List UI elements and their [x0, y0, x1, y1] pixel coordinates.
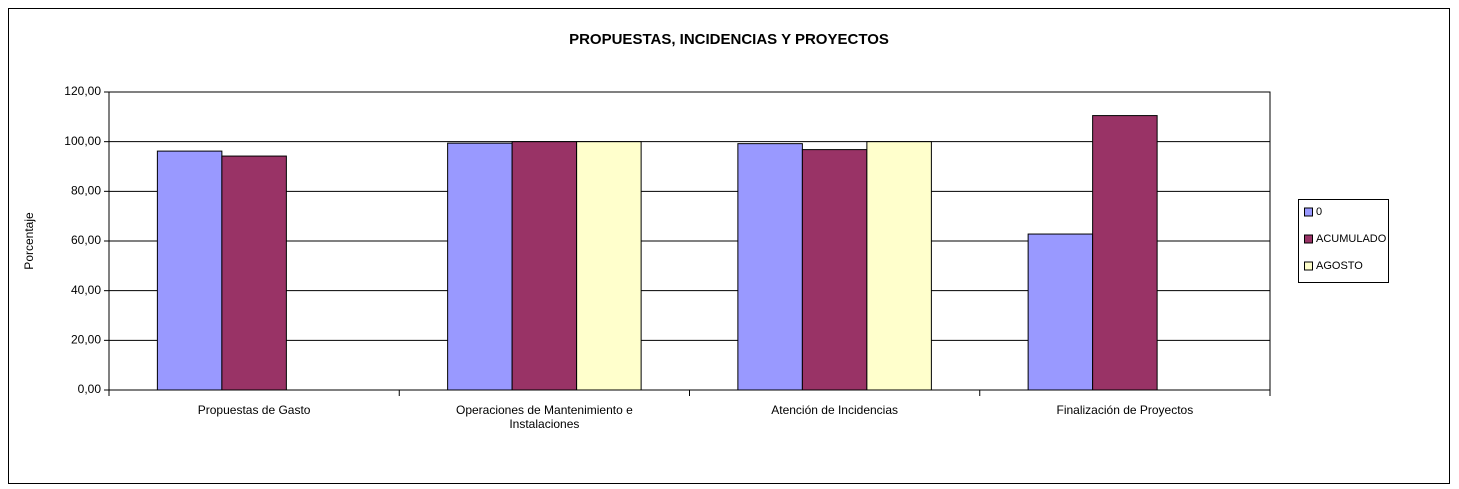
- bar: [1092, 115, 1158, 391]
- y-tick-label: 80,00: [71, 184, 101, 198]
- y-tick-label: 0,00: [78, 382, 102, 396]
- legend-swatch: [1304, 234, 1313, 244]
- x-tick-label: Atención de Incidencias: [771, 403, 898, 417]
- x-tick-label: Propuestas de Gasto: [197, 403, 311, 417]
- legend-swatch: [1304, 261, 1313, 271]
- chart-title: PROPUESTAS, INCIDENCIAS Y PROYECTOS: [569, 31, 889, 48]
- bar: [737, 143, 803, 391]
- y-tick-label: 120,00: [64, 84, 101, 98]
- bar: [221, 155, 287, 391]
- y-tick-label: 40,00: [71, 283, 101, 297]
- bar: [156, 150, 223, 391]
- bar: [576, 141, 642, 391]
- y-tick-label: 100,00: [64, 134, 101, 148]
- y-tick-label: 20,00: [71, 333, 101, 347]
- bar: [511, 141, 578, 391]
- y-tick-label: 60,00: [71, 233, 101, 247]
- legend-label: 0: [1316, 206, 1322, 218]
- legend-label: ACUMULADO: [1316, 233, 1387, 245]
- bar: [801, 149, 868, 391]
- bar: [1027, 233, 1094, 391]
- x-tick-label: Finalización de Proyectos: [1056, 403, 1194, 417]
- bar: [447, 142, 513, 391]
- legend-label: AGOSTO: [1316, 260, 1363, 272]
- legend-box: [1298, 199, 1389, 283]
- bar: [866, 141, 932, 391]
- x-tick-label: Operaciones de Mantenimiento e Instalaci…: [455, 403, 633, 431]
- y-axis-label: Porcentaje: [22, 212, 36, 270]
- legend-swatch: [1304, 207, 1313, 217]
